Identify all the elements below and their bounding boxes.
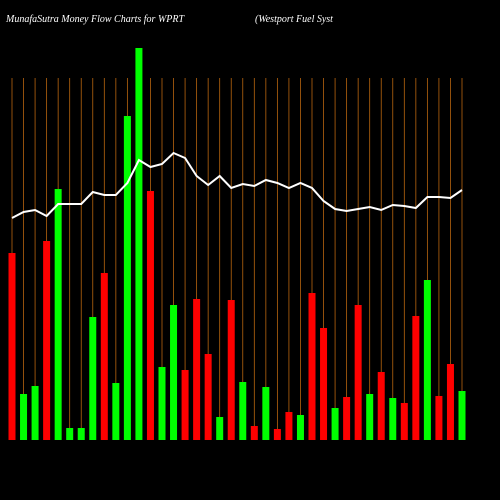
bar — [89, 317, 97, 440]
chart-subtitle: (Westport Fuel Syst — [255, 14, 333, 25]
bar — [158, 367, 166, 440]
chart-title: MunafaSutra Money Flow Charts for WPRT — [5, 14, 185, 25]
bar — [262, 387, 270, 440]
bar — [308, 293, 316, 440]
bar — [273, 429, 281, 440]
bar — [100, 273, 108, 440]
bar — [239, 382, 247, 440]
bar — [343, 397, 351, 440]
bar — [8, 253, 16, 440]
bar — [216, 417, 224, 440]
bar — [204, 354, 212, 440]
money-flow-line — [11, 151, 463, 219]
bar — [170, 305, 178, 440]
bar — [377, 372, 385, 440]
bar — [112, 383, 120, 440]
bar — [54, 189, 62, 440]
bar — [181, 370, 189, 440]
bar — [458, 391, 466, 440]
bar — [193, 299, 201, 440]
bar — [250, 426, 258, 440]
bar — [354, 305, 362, 440]
bar — [77, 428, 85, 440]
bar — [296, 415, 304, 440]
bar — [366, 394, 374, 440]
bar — [146, 191, 154, 440]
bar — [423, 280, 431, 440]
bar — [43, 241, 51, 440]
bar — [389, 398, 397, 440]
bar — [123, 116, 131, 440]
bar — [446, 364, 454, 440]
bar — [20, 394, 28, 440]
bar — [66, 428, 74, 440]
bar — [285, 412, 293, 440]
bar — [412, 316, 420, 440]
bar — [331, 408, 339, 440]
bar — [31, 386, 39, 440]
bar — [400, 403, 408, 440]
bar — [135, 48, 143, 440]
bar — [435, 396, 443, 440]
bar — [320, 328, 328, 440]
bar — [227, 300, 235, 440]
